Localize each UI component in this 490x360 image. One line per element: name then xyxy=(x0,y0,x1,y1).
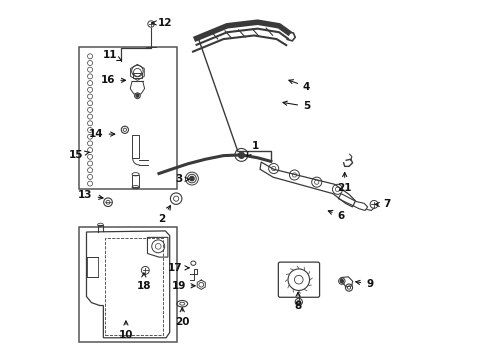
Text: 7: 7 xyxy=(375,199,391,210)
Text: 8: 8 xyxy=(294,292,302,311)
Text: 17: 17 xyxy=(168,263,189,273)
Text: 15: 15 xyxy=(69,150,89,160)
Circle shape xyxy=(340,279,343,283)
Text: 19: 19 xyxy=(172,281,195,291)
Text: 21: 21 xyxy=(338,172,352,193)
Text: 3: 3 xyxy=(175,174,189,184)
Text: 20: 20 xyxy=(175,308,190,327)
Text: 12: 12 xyxy=(152,18,172,28)
Text: 6: 6 xyxy=(328,211,345,221)
Text: 13: 13 xyxy=(78,190,103,200)
Text: 18: 18 xyxy=(137,273,151,291)
Circle shape xyxy=(136,94,139,97)
Text: 5: 5 xyxy=(283,101,310,112)
Text: 10: 10 xyxy=(119,321,133,340)
Text: 16: 16 xyxy=(101,75,125,85)
Text: 1: 1 xyxy=(247,141,259,156)
Text: 14: 14 xyxy=(89,129,115,139)
Text: 11: 11 xyxy=(103,50,122,60)
Circle shape xyxy=(190,176,194,181)
Text: 9: 9 xyxy=(356,279,373,289)
Text: 2: 2 xyxy=(158,206,171,224)
Text: 4: 4 xyxy=(289,80,310,92)
